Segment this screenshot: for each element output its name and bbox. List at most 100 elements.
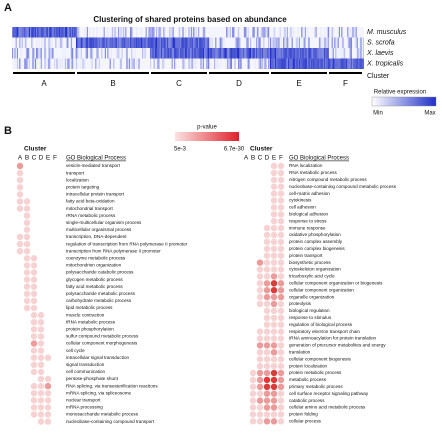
heatmap-cell xyxy=(193,48,195,59)
heatmap-cell xyxy=(76,58,78,69)
heatmap-cell xyxy=(178,27,180,38)
enrichment-dot xyxy=(277,349,285,356)
enrichment-dot xyxy=(263,293,271,301)
enrichment-dot xyxy=(16,248,24,255)
enrichment-dot xyxy=(277,204,285,211)
enrichment-dot xyxy=(277,356,285,363)
heatmap-cell xyxy=(104,48,106,59)
heatmap-cell xyxy=(40,48,42,59)
enrichment-dot xyxy=(263,307,271,315)
heatmap-cell xyxy=(182,37,184,48)
heatmap-cell xyxy=(14,58,16,69)
enrichment-dot xyxy=(277,280,285,287)
heatmap-cell xyxy=(56,58,58,69)
go-term: tRNA metabolic process xyxy=(66,319,116,324)
heatmap-cell xyxy=(279,27,281,38)
heatmap-cell xyxy=(77,37,79,48)
enrichment-dot xyxy=(263,411,271,418)
cluster-label: E xyxy=(296,79,301,88)
heatmap-cell xyxy=(67,37,69,48)
heatmap-cell xyxy=(209,58,211,69)
heatmap-cell xyxy=(292,58,294,69)
column-header: GO Biological Process xyxy=(289,156,349,162)
heatmap-cell xyxy=(308,37,310,48)
heatmap-cell xyxy=(250,37,252,48)
heatmap-cell xyxy=(70,37,72,48)
enrichment-dot xyxy=(270,356,278,363)
go-term: transcription from RNA polymerase II pro… xyxy=(66,248,161,253)
heatmap-cell xyxy=(170,48,172,59)
heatmap-cell xyxy=(320,48,322,59)
heatmap-cell xyxy=(68,58,70,69)
heatmap-cell xyxy=(242,48,244,59)
enrichment-dot xyxy=(277,404,285,411)
enrichment-dot xyxy=(44,418,52,425)
enrichment-dot xyxy=(263,238,271,246)
heatmap-cell xyxy=(157,58,159,69)
enrichment-dot xyxy=(16,177,24,184)
heatmap-cell xyxy=(168,37,170,48)
heatmap-cell xyxy=(134,37,136,48)
heatmap-cell xyxy=(264,58,266,69)
heatmap-cell xyxy=(260,27,262,38)
heatmap-cell xyxy=(201,58,203,69)
heatmap-cell xyxy=(355,27,357,38)
heatmap-cell xyxy=(125,37,127,48)
heatmap-cell xyxy=(296,58,298,69)
heatmap-cell xyxy=(285,58,287,69)
enrichment-dot xyxy=(270,176,278,183)
enrichment-dot xyxy=(30,269,38,276)
go-term: muscle contraction xyxy=(66,312,105,317)
heatmap-cell xyxy=(274,48,276,59)
heatmap-cell xyxy=(294,48,296,59)
enrichment-dot xyxy=(270,383,278,390)
enrichment-dot xyxy=(263,231,271,239)
heatmap-cell xyxy=(152,48,154,59)
heatmap-cell xyxy=(16,27,18,38)
go-term: pentose-phosphate shunt xyxy=(66,376,119,381)
heatmap-cell xyxy=(74,58,76,69)
heatmap-cell xyxy=(201,48,203,59)
enrichment-dot xyxy=(16,233,24,241)
heatmap-cell xyxy=(262,48,264,59)
heatmap-cell xyxy=(282,58,284,69)
heatmap-cell xyxy=(125,48,127,59)
heatmap-cell xyxy=(131,48,133,59)
heatmap-cell xyxy=(183,48,185,59)
heatmap-cell xyxy=(302,48,304,59)
enrichment-dot xyxy=(44,382,52,390)
enrichment-dot xyxy=(270,342,278,349)
heatmap-cell xyxy=(256,37,258,48)
heatmap-cell xyxy=(303,37,305,48)
heatmap-cell xyxy=(114,27,116,38)
heatmap-cell xyxy=(322,37,324,48)
heatmap-cell xyxy=(86,27,88,38)
heatmap-cell xyxy=(341,27,343,38)
heatmap-cell xyxy=(283,48,285,59)
heatmap-cell xyxy=(180,48,182,59)
heatmap-cell xyxy=(202,27,204,38)
heatmap-cell xyxy=(113,58,115,69)
enrichment-dot xyxy=(30,390,38,397)
heatmap-cell xyxy=(98,37,100,48)
heatmap-cell xyxy=(126,37,128,48)
enrichment-dot xyxy=(277,418,285,425)
heatmap-cell xyxy=(300,58,302,69)
go-term: biosynthetic process xyxy=(289,260,331,265)
heatmap-cell xyxy=(290,58,292,69)
cluster-header: Cluster xyxy=(24,146,47,153)
heatmap-cell xyxy=(75,27,77,38)
heatmap-cell xyxy=(85,37,87,48)
heatmap-cell xyxy=(36,37,38,48)
heatmap-cell xyxy=(24,58,26,69)
heatmap-cell xyxy=(342,37,344,48)
heatmap-cell xyxy=(19,37,21,48)
go-term: intracellular protein transport xyxy=(66,192,125,197)
enrichment-dot xyxy=(270,238,278,246)
heatmap-cell xyxy=(46,27,48,38)
heatmap-cell xyxy=(303,58,305,69)
heatmap-cell xyxy=(260,58,262,69)
heatmap-cell xyxy=(211,37,213,48)
enrichment-dot xyxy=(249,404,257,411)
heatmap-cell xyxy=(257,37,259,48)
